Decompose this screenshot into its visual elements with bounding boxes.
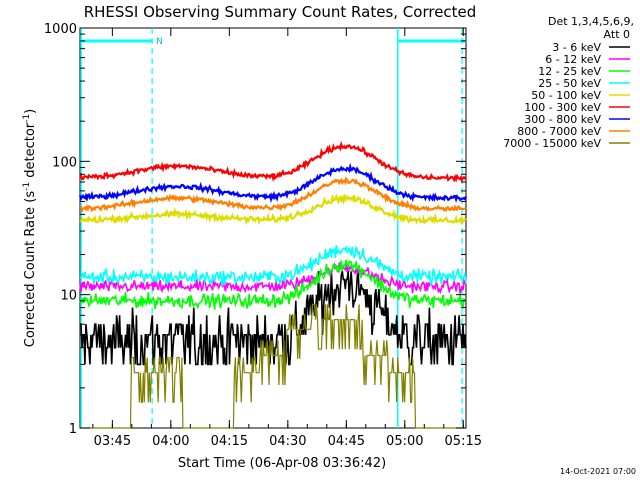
legend-label-3: 25 - 50 keV [538,77,601,90]
y-axis-label-mid: detector [23,122,38,182]
y-tick-label-2: 100 [52,155,77,170]
series-line-6 [78,162,468,204]
y-axis-label-end: ) [23,109,38,114]
series-line-1 [79,262,467,295]
y-axis-label: Corrected Count Rate (s-1 detector-1) [22,109,38,347]
x-tick-label-1: 04:00 [152,434,189,449]
series-line-4 [79,192,467,226]
y-axis-label-sup1: -1 [22,182,32,191]
legend-label-1: 6 - 12 keV [545,53,601,66]
footer-timestamp: 14-Oct-2021 07:00 [560,467,636,476]
chart-title: RHESSI Observing Summary Count Rates, Co… [84,3,477,21]
x-tick-label-4: 04:45 [328,434,365,449]
x-tick-label-5: 05:00 [386,434,423,449]
series-line-2 [79,259,467,310]
x-tick-label-6: 05:15 [445,434,482,449]
legend-label-8: 7000 - 15000 keV [503,137,601,150]
legend-label-6: 300 - 800 keV [524,113,601,126]
y-axis-label-sup2: -1 [22,114,32,123]
series-line-3 [79,245,467,287]
x-tick-label-0: 03:45 [94,434,131,449]
series-line-7 [79,176,467,214]
legend-label-4: 50 - 100 keV [531,89,601,102]
series-line-8 [80,303,466,429]
x-tick-label-2: 04:15 [211,434,248,449]
y-tick-label-1: 10 [60,289,77,304]
x-axis: 03:45 04:00 04:15 04:30 04:45 05:00 05:15 [92,28,482,449]
legend-header-1: Att 0 [604,28,630,41]
legend-label-0: 3 - 6 keV [552,41,601,54]
x-tick-label-3: 04:30 [269,434,306,449]
legend-header-0: Det 1,3,4,5,6,9, [548,15,634,28]
night-bar-label-0: N [156,37,163,47]
y-tick-label-3: 1000 [44,22,77,37]
plot-frame [79,27,467,429]
series-layer [78,140,468,429]
series-line-5 [78,140,467,183]
y-axis: 1 10 100 1000 [44,22,466,437]
legend-label-5: 100 - 300 keV [524,101,601,114]
x-axis-label: Start Time (06-Apr-08 03:36:42) [178,456,386,471]
y-tick-label-0: 1 [69,422,77,437]
legend-label-7: 800 - 7000 keV [517,125,601,138]
legend-label-2: 12 - 25 keV [538,65,601,78]
y-axis-label-main: Corrected Count Rate (s [23,191,38,348]
